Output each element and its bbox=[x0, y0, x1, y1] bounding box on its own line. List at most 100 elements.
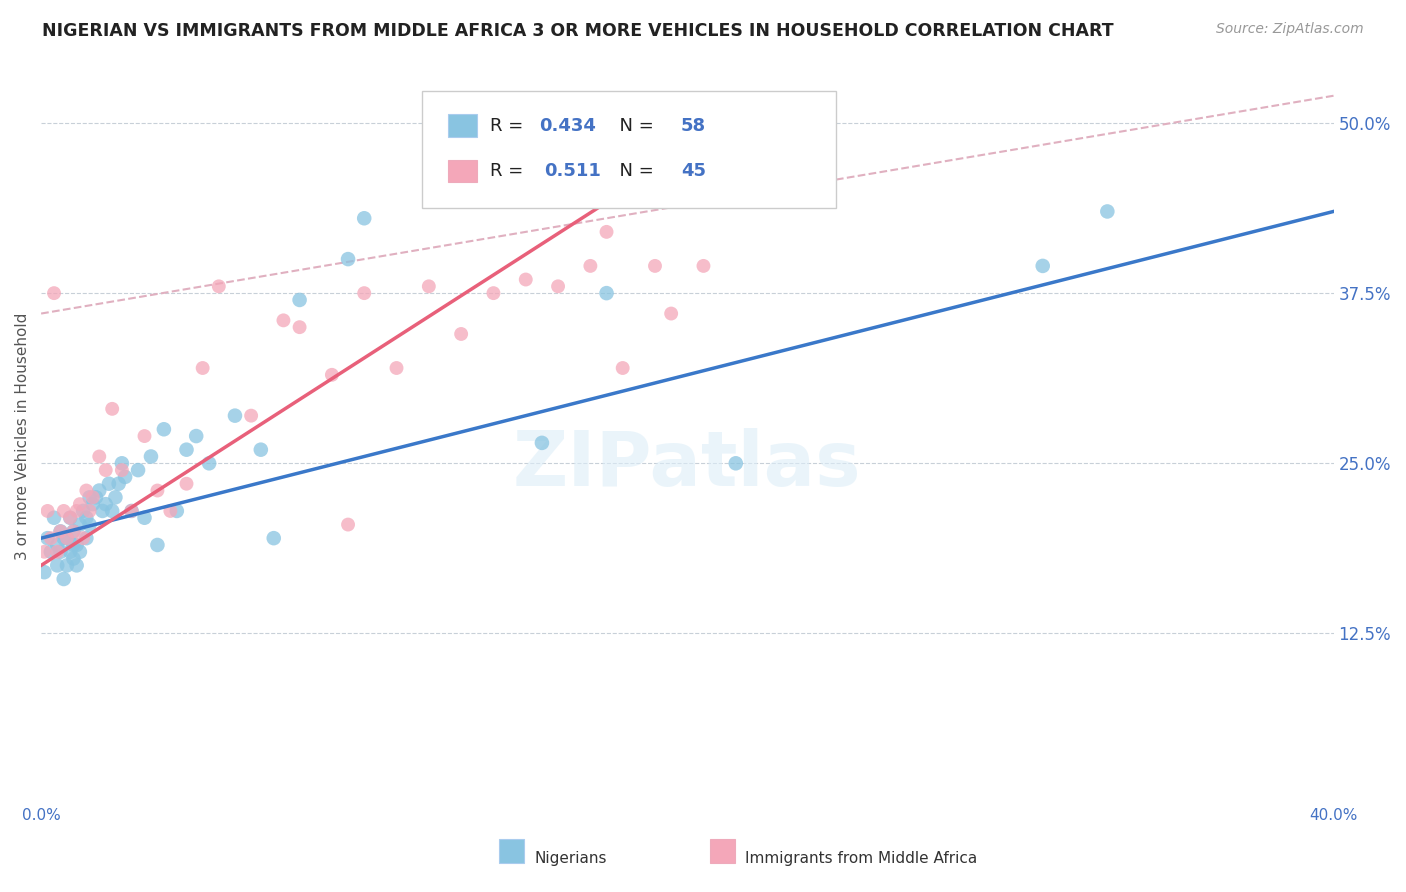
Text: 0.511: 0.511 bbox=[544, 162, 600, 180]
Point bbox=[176, 476, 198, 491]
Point bbox=[37, 504, 59, 518]
Point bbox=[34, 545, 56, 559]
Point bbox=[107, 476, 129, 491]
Point bbox=[208, 279, 231, 293]
Point bbox=[176, 442, 198, 457]
Point bbox=[288, 320, 311, 334]
Point bbox=[482, 286, 505, 301]
Point bbox=[191, 361, 214, 376]
Text: N =: N = bbox=[609, 162, 659, 180]
Point bbox=[72, 531, 94, 545]
Text: Source: ZipAtlas.com: Source: ZipAtlas.com bbox=[1216, 22, 1364, 37]
Point bbox=[337, 517, 360, 532]
Point bbox=[159, 504, 181, 518]
Point bbox=[46, 545, 69, 559]
Point bbox=[89, 483, 111, 498]
Point bbox=[66, 558, 89, 573]
Point bbox=[82, 491, 104, 505]
Point bbox=[46, 538, 69, 552]
Point bbox=[72, 504, 94, 518]
Text: Nigerians: Nigerians bbox=[534, 851, 607, 865]
Point bbox=[69, 497, 91, 511]
Point bbox=[353, 286, 375, 301]
Point bbox=[101, 401, 124, 416]
Point bbox=[121, 504, 143, 518]
Point bbox=[62, 524, 84, 539]
FancyBboxPatch shape bbox=[449, 160, 477, 182]
Point bbox=[273, 313, 295, 327]
Point bbox=[146, 483, 169, 498]
Point bbox=[1032, 259, 1054, 273]
Point bbox=[37, 531, 59, 545]
Point bbox=[353, 211, 375, 226]
Text: Immigrants from Middle Africa: Immigrants from Middle Africa bbox=[745, 851, 977, 865]
Point bbox=[450, 326, 472, 341]
Point bbox=[166, 504, 188, 518]
Text: 0.434: 0.434 bbox=[538, 117, 596, 135]
Point bbox=[240, 409, 263, 423]
Point bbox=[418, 279, 440, 293]
Point bbox=[644, 259, 666, 273]
Point bbox=[104, 491, 127, 505]
Point bbox=[49, 524, 72, 539]
Point bbox=[385, 361, 408, 376]
Point bbox=[42, 510, 65, 524]
Point bbox=[288, 293, 311, 307]
Text: N =: N = bbox=[609, 117, 659, 135]
Point bbox=[52, 504, 75, 518]
Point bbox=[62, 524, 84, 539]
Point bbox=[515, 272, 537, 286]
Point bbox=[250, 442, 273, 457]
Point bbox=[56, 558, 79, 573]
Point bbox=[127, 463, 149, 477]
Point bbox=[49, 524, 72, 539]
Point bbox=[321, 368, 343, 382]
FancyBboxPatch shape bbox=[449, 114, 477, 137]
Point bbox=[62, 551, 84, 566]
FancyBboxPatch shape bbox=[422, 91, 837, 208]
Point bbox=[612, 361, 634, 376]
Point bbox=[121, 504, 143, 518]
Point bbox=[579, 259, 602, 273]
Point bbox=[59, 545, 82, 559]
Point bbox=[547, 279, 569, 293]
Point bbox=[34, 565, 56, 579]
Point bbox=[186, 429, 208, 443]
Text: R =: R = bbox=[489, 162, 534, 180]
Point bbox=[42, 286, 65, 301]
Text: R =: R = bbox=[489, 117, 529, 135]
Point bbox=[46, 558, 69, 573]
Point bbox=[75, 483, 97, 498]
Point bbox=[198, 456, 221, 470]
Point bbox=[1097, 204, 1119, 219]
Point bbox=[75, 531, 97, 545]
Point bbox=[75, 510, 97, 524]
Point bbox=[52, 531, 75, 545]
Point bbox=[114, 470, 136, 484]
Point bbox=[56, 531, 79, 545]
Point bbox=[263, 531, 285, 545]
Point bbox=[84, 491, 107, 505]
Point bbox=[66, 538, 89, 552]
Point bbox=[49, 545, 72, 559]
Y-axis label: 3 or more Vehicles in Household: 3 or more Vehicles in Household bbox=[15, 312, 30, 560]
Point bbox=[94, 497, 117, 511]
Point bbox=[692, 259, 714, 273]
Point bbox=[153, 422, 176, 436]
Point bbox=[66, 504, 89, 518]
Point bbox=[134, 429, 156, 443]
Point bbox=[82, 497, 104, 511]
Text: NIGERIAN VS IMMIGRANTS FROM MIDDLE AFRICA 3 OR MORE VEHICLES IN HOUSEHOLD CORREL: NIGERIAN VS IMMIGRANTS FROM MIDDLE AFRIC… bbox=[42, 22, 1114, 40]
Point bbox=[97, 476, 120, 491]
Point bbox=[94, 463, 117, 477]
Point bbox=[146, 538, 169, 552]
Point bbox=[59, 510, 82, 524]
Point bbox=[595, 225, 617, 239]
Point bbox=[62, 538, 84, 552]
Point bbox=[139, 450, 162, 464]
Point bbox=[659, 307, 682, 321]
Point bbox=[79, 491, 101, 505]
Point bbox=[224, 409, 246, 423]
Point bbox=[111, 463, 134, 477]
Text: 58: 58 bbox=[681, 117, 706, 135]
